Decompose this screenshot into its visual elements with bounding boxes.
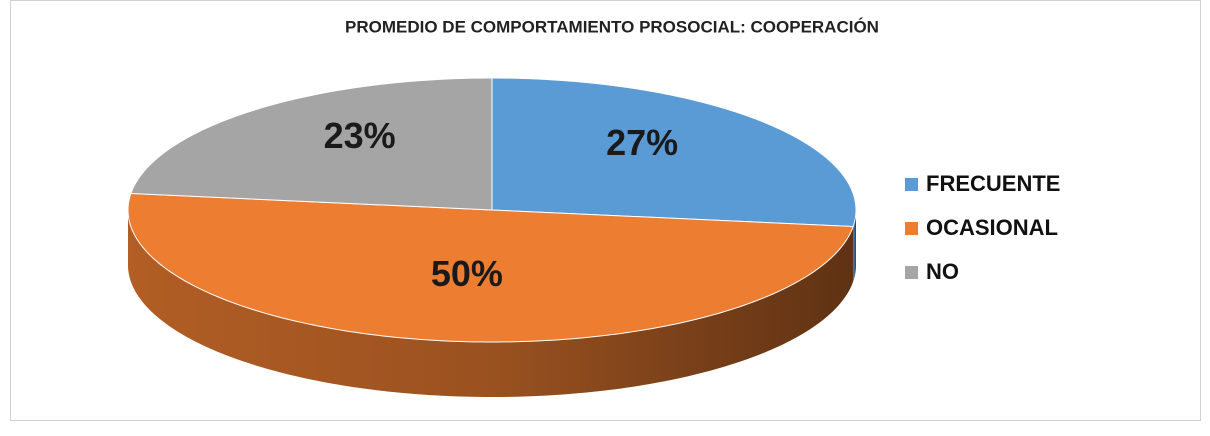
chart-title: PROMEDIO DE COMPORTAMIENTO PROSOCIAL: CO… <box>345 17 879 36</box>
data-label: 27% <box>606 122 678 163</box>
legend-label: FRECUENTE <box>926 171 1060 196</box>
slice <box>127 192 854 343</box>
legend-label: NO <box>926 259 959 284</box>
legend-swatch <box>905 178 918 191</box>
chart-frame <box>10 0 1201 421</box>
slice <box>130 77 493 211</box>
data-label: 23% <box>324 115 396 156</box>
legend-label: OCASIONAL <box>926 215 1058 240</box>
legend-swatch <box>905 222 918 235</box>
legend-swatch <box>905 266 918 279</box>
slice-side-shade <box>853 210 856 282</box>
data-label: 50% <box>431 253 503 294</box>
slice-side-shade <box>128 210 854 397</box>
slice <box>491 77 857 228</box>
